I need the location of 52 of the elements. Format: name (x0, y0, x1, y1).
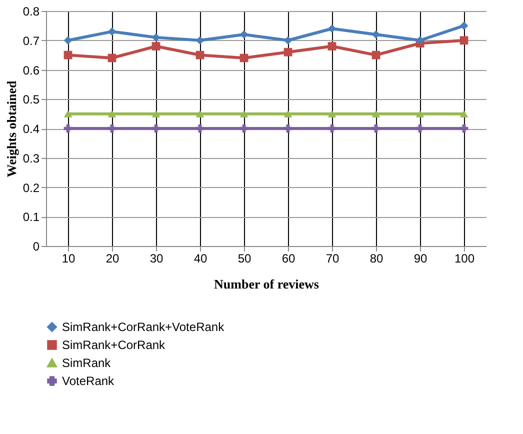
legend-label: SimRank+CorRank (62, 338, 166, 352)
point (196, 110, 204, 118)
x-tick-label: 50 (238, 252, 252, 266)
point (328, 42, 336, 50)
point (372, 110, 380, 118)
point (64, 110, 72, 118)
point (108, 110, 116, 118)
point (460, 36, 468, 45)
x-tick-label: 20 (106, 252, 120, 266)
point (108, 54, 116, 62)
y-tick-label: 0.3 (22, 151, 40, 166)
point (372, 50, 380, 60)
y-tick-label: 0.7 (22, 34, 40, 48)
x-tick-label: 100 (454, 252, 475, 266)
point (152, 33, 160, 42)
x-tick-label: 30 (150, 252, 164, 266)
y-tick-label: 0.2 (22, 180, 40, 195)
point (240, 110, 248, 118)
point (284, 48, 292, 56)
y-tick-label: 0.4 (22, 122, 40, 136)
y-tick-label: 0.8 (22, 4, 40, 18)
y-axis-title: Weights obtained (4, 80, 19, 178)
x-axis-title: Number of reviews (214, 276, 319, 292)
x-tick-label: 40 (194, 252, 208, 266)
point (64, 50, 72, 60)
point (284, 36, 292, 45)
point (328, 24, 336, 33)
y-tick-label: 0.1 (22, 210, 40, 224)
x-tick-label: 10 (62, 252, 76, 266)
point (328, 110, 336, 118)
legend-label: SimRank+CorRank+VoteRank (62, 320, 226, 334)
x-tick-label: 70 (326, 252, 340, 266)
point (460, 110, 468, 118)
point (284, 110, 292, 118)
legend-label: VoteRank (62, 374, 116, 388)
x-tick-label: 80 (370, 252, 384, 266)
point (196, 50, 204, 60)
point (64, 36, 72, 45)
point (416, 110, 424, 118)
point (372, 30, 380, 39)
point (460, 22, 468, 30)
y-tick-label: 0.5 (22, 92, 40, 107)
point (240, 30, 248, 39)
y-tick-label: 0 (32, 240, 40, 254)
point (152, 42, 160, 50)
y-tick-label: 0.6 (22, 63, 40, 78)
point (416, 36, 424, 45)
point (152, 110, 160, 118)
legend-label: SimRank (62, 356, 112, 370)
x-tick-label: 60 (282, 252, 296, 266)
point (240, 54, 248, 62)
x-tick-label: 90 (414, 252, 428, 266)
